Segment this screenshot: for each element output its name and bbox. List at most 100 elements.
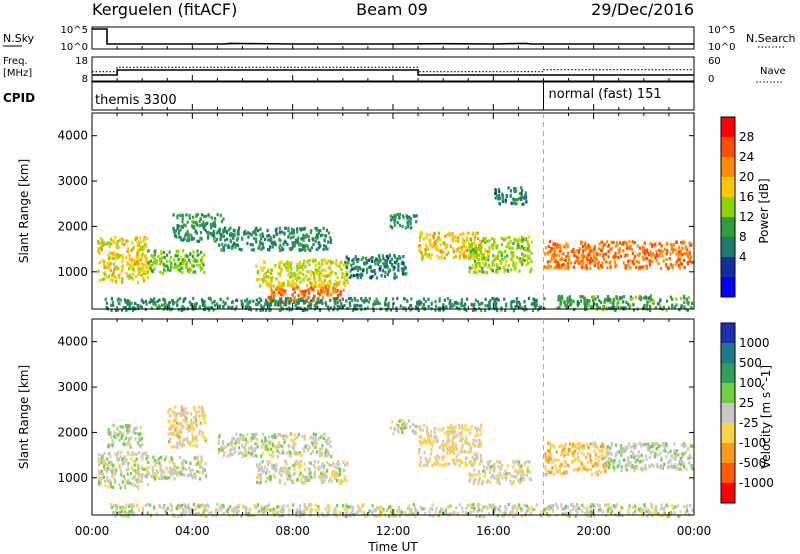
velocity-cell (461, 424, 464, 428)
velocity-cell (586, 452, 589, 456)
velocity-cell (194, 476, 197, 480)
velocity-cell (284, 438, 287, 442)
velocity-cell (323, 477, 326, 481)
power-cell (455, 249, 459, 253)
power-cell (488, 303, 491, 307)
power-cell (645, 304, 648, 308)
power-cell (595, 303, 598, 307)
velocity-cell (293, 468, 296, 472)
velocity-cell (459, 438, 462, 443)
power-cell (462, 253, 465, 257)
power-cell (136, 251, 139, 255)
velocity-cell (684, 450, 688, 455)
power-cell (97, 249, 100, 253)
velocity-cell (482, 465, 486, 469)
velocity-cell (603, 467, 606, 471)
power-cell (103, 262, 106, 266)
power-cell (567, 256, 570, 260)
velocity-cell (555, 458, 558, 462)
velocity-cell (137, 508, 140, 512)
power-cell (563, 301, 566, 305)
power-cell (515, 300, 518, 304)
power-cell (280, 297, 283, 301)
velocity-cell (293, 463, 296, 467)
power-cell (181, 216, 184, 221)
velocity-cell (627, 461, 630, 465)
power-cell (264, 301, 267, 306)
power-cell (303, 290, 306, 294)
power-cell (359, 275, 362, 279)
power-cell (286, 260, 289, 264)
velocity-cell (322, 436, 325, 440)
power-cell (599, 248, 602, 252)
power-cell (307, 235, 310, 239)
velocity-cell (418, 425, 421, 429)
power-cell (512, 309, 515, 313)
power-cell (188, 216, 191, 220)
power-cell (461, 304, 464, 308)
power-cell (513, 201, 516, 205)
power-cell (351, 267, 354, 271)
power-cell (275, 286, 278, 290)
velocity-cell (630, 465, 633, 469)
power-cell (564, 245, 567, 249)
power-cell (650, 253, 653, 257)
velocity-cell (578, 445, 581, 449)
power-cell (646, 257, 649, 261)
velocity-cell (265, 444, 268, 448)
power-cell (496, 309, 499, 313)
velocity-cell (315, 450, 319, 454)
velocity-cell (135, 478, 138, 482)
velocity-cell (578, 466, 581, 470)
power-cell (681, 253, 684, 257)
velocity-cell (174, 419, 177, 423)
power-cell (134, 236, 137, 240)
power-cell (622, 300, 625, 304)
power-cell (511, 300, 514, 304)
velocity-cell (515, 459, 518, 463)
velocity-cell (105, 468, 108, 473)
velocity-cell (452, 432, 455, 436)
power-cell (296, 301, 299, 305)
velocity-cell (320, 465, 323, 469)
velocity-cell (688, 453, 691, 457)
velocity-cell (429, 430, 432, 434)
power-cell (587, 252, 590, 257)
power-cell (442, 308, 445, 312)
power-cell (366, 261, 369, 265)
velocity-cell (595, 471, 598, 475)
velocity-cell (120, 450, 123, 455)
power-cell (520, 259, 523, 263)
power-cell (130, 301, 133, 305)
velocity-cell (178, 435, 181, 439)
power-cell (669, 252, 672, 256)
power-cell (203, 253, 206, 257)
power-cell (550, 246, 553, 250)
freq-left-label: Freq. (3, 56, 28, 67)
velocity-cell (633, 466, 637, 470)
velocity-cell (564, 464, 567, 469)
velocity-cell (434, 434, 437, 439)
power-cell (547, 252, 550, 256)
power-cell (472, 248, 475, 252)
velocity-cell (439, 507, 442, 511)
power-colorbar-frame (720, 116, 736, 298)
velocity-cell (613, 468, 616, 472)
power-cell (117, 255, 120, 259)
station-title: Kerguelen (fitACF) (92, 0, 237, 19)
velocity-cell (660, 466, 663, 470)
velocity-cell (583, 511, 586, 515)
velocity-cell (194, 408, 197, 413)
power-cell (275, 232, 279, 236)
power-cell (648, 263, 652, 267)
power-cell (104, 273, 107, 277)
power-cell (177, 267, 180, 271)
velocity-cell (121, 425, 124, 429)
velocity-cell (456, 458, 459, 463)
power-cell (632, 262, 635, 266)
power-cell (325, 283, 328, 288)
power-cell (584, 248, 587, 252)
velocity-cell (468, 428, 471, 432)
power-cell (241, 302, 244, 306)
